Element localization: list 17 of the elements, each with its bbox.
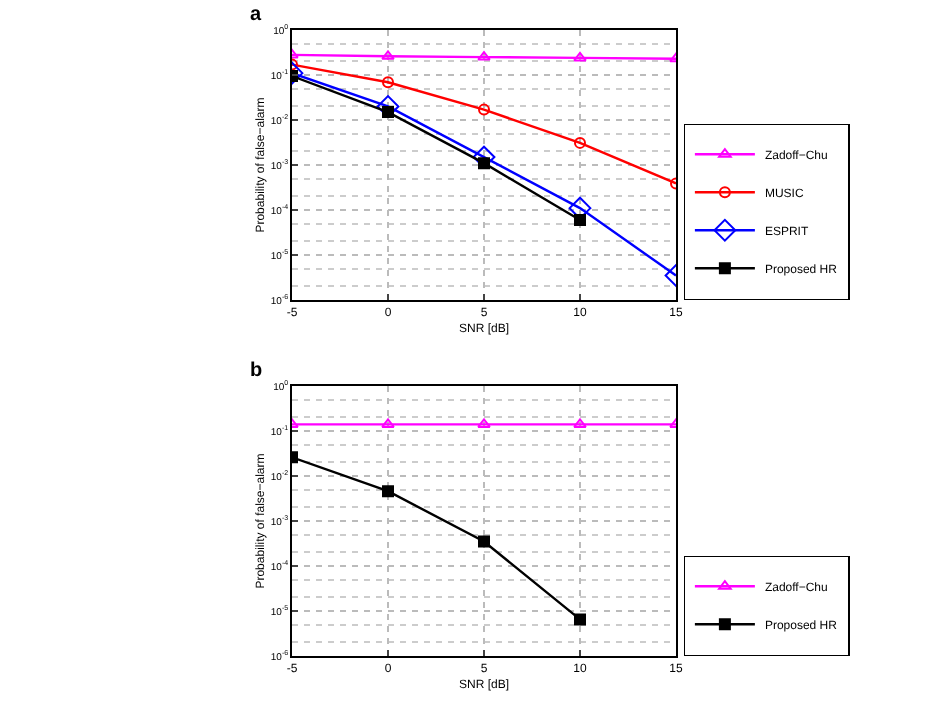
- point: [382, 76, 394, 89]
- chart-title: b: [250, 360, 263, 382]
- point: [376, 95, 400, 118]
- point: [573, 418, 587, 428]
- point: [574, 613, 586, 626]
- point: [573, 51, 587, 62]
- point: [574, 213, 586, 226]
- point: [478, 157, 490, 170]
- point: [382, 485, 394, 498]
- point: [477, 51, 491, 61]
- point: [381, 418, 395, 428]
- point: [478, 535, 490, 548]
- point: [574, 136, 586, 149]
- point: [478, 103, 490, 116]
- point: [381, 50, 395, 60]
- chart-title: a: [250, 4, 262, 26]
- point: [477, 418, 491, 428]
